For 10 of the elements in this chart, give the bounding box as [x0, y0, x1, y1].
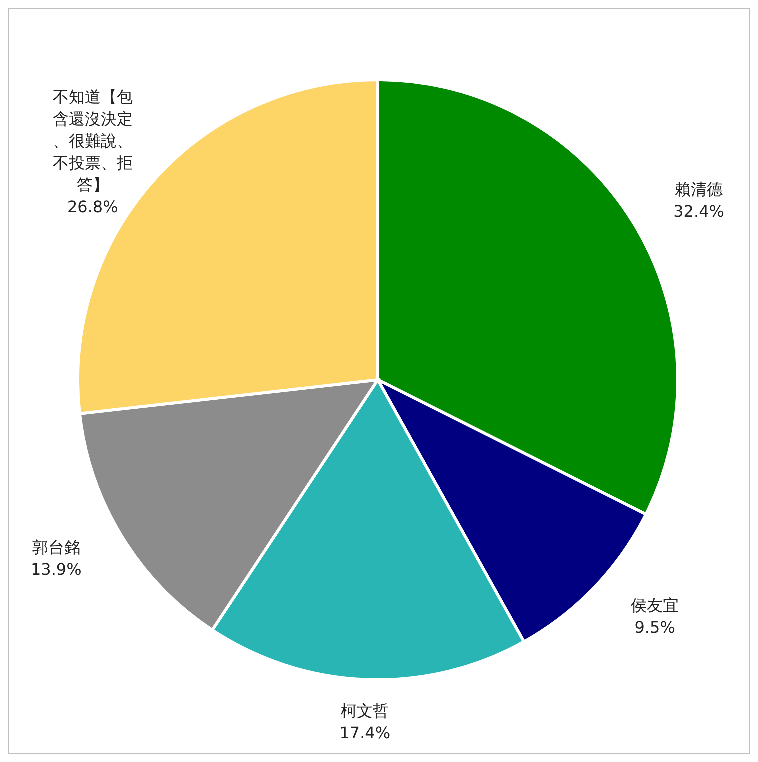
- data-label: 32.4%: [674, 202, 724, 221]
- slice-label: 不知道【包含還沒決定、很難說、不投票、拒答】: [52, 88, 133, 195]
- data-label: 9.5%: [634, 618, 676, 637]
- slice-label: 賴清德: [675, 180, 724, 199]
- slice-label: 侯友宜: [631, 596, 680, 615]
- data-label: 13.9%: [30, 560, 82, 580]
- slice-label: 郭台銘: [32, 538, 80, 558]
- data-label: 17.4%: [340, 723, 391, 742]
- slice-label: 柯文哲: [341, 701, 390, 720]
- data-label: 26.8%: [67, 198, 118, 217]
